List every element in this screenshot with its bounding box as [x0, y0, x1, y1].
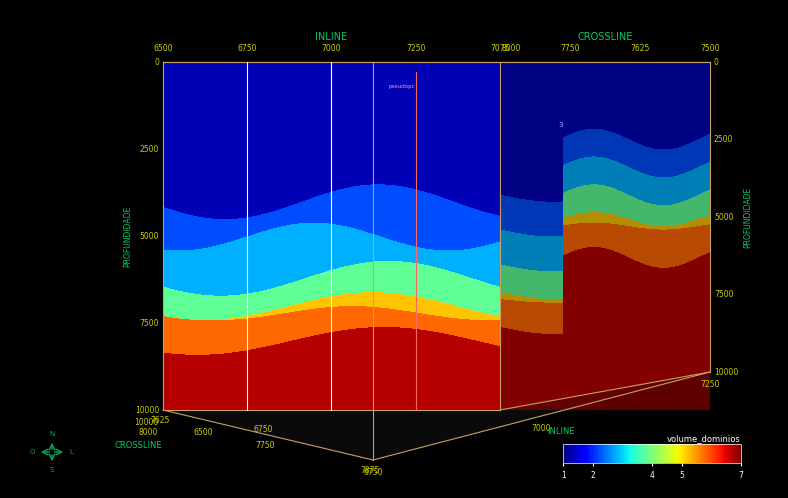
Text: 0: 0 — [714, 57, 719, 67]
Text: 8000: 8000 — [139, 428, 158, 437]
Text: volume_dominios: volume_dominios — [667, 434, 741, 443]
Text: 3: 3 — [559, 122, 563, 128]
Text: 7250: 7250 — [701, 380, 719, 389]
Text: 6750: 6750 — [237, 44, 257, 53]
Text: 8000: 8000 — [502, 44, 522, 53]
Text: 5000: 5000 — [139, 232, 159, 241]
Polygon shape — [163, 372, 710, 460]
Text: PROFUNDIDADE: PROFUNDIDADE — [744, 186, 753, 248]
Text: 6750: 6750 — [363, 468, 383, 477]
Text: 7500: 7500 — [701, 44, 719, 53]
Text: 7075: 7075 — [490, 44, 510, 53]
Text: 7625: 7625 — [151, 416, 169, 425]
Text: 6500: 6500 — [193, 428, 213, 437]
Text: CROSSLINE: CROSSLINE — [114, 441, 162, 450]
Text: 10000: 10000 — [134, 418, 158, 427]
Text: 7000: 7000 — [532, 424, 552, 433]
Text: 7625: 7625 — [630, 44, 649, 53]
Text: L: L — [69, 449, 72, 455]
Text: 7750: 7750 — [560, 44, 580, 53]
Text: pseudopc: pseudopc — [388, 84, 414, 89]
Text: PROFUNDIDADE: PROFUNDIDADE — [124, 205, 132, 266]
Text: 5000: 5000 — [714, 213, 734, 222]
Text: 7500: 7500 — [139, 319, 159, 328]
Text: 6750: 6750 — [253, 425, 273, 434]
Text: 10000: 10000 — [135, 405, 159, 414]
Text: 7750: 7750 — [255, 441, 275, 450]
Text: 2500: 2500 — [139, 144, 159, 153]
Text: 6500: 6500 — [153, 44, 173, 53]
Text: 7500: 7500 — [714, 290, 734, 299]
Text: INLINE: INLINE — [547, 427, 574, 436]
Text: 7250: 7250 — [406, 44, 426, 53]
Text: 0: 0 — [154, 57, 159, 67]
Text: INLINE: INLINE — [315, 32, 347, 42]
Text: 7000: 7000 — [322, 44, 341, 53]
Text: S: S — [50, 467, 54, 473]
Text: CROSSLINE: CROSSLINE — [578, 32, 633, 42]
Polygon shape — [500, 372, 710, 410]
Text: 7875: 7875 — [360, 466, 380, 475]
Text: 10000: 10000 — [714, 368, 738, 376]
Text: N: N — [50, 431, 54, 437]
Text: 2500: 2500 — [714, 135, 734, 144]
Text: O: O — [30, 449, 35, 455]
